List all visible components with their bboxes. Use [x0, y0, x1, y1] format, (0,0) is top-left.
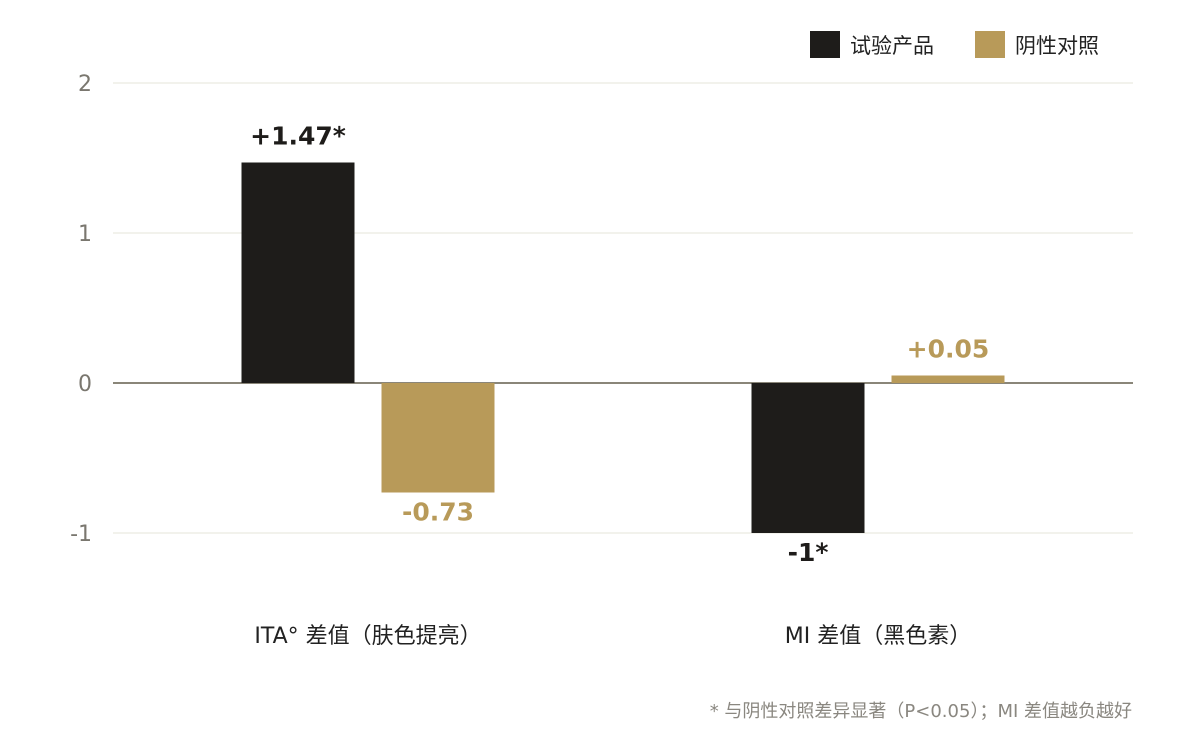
legend-swatch-series-2 [975, 31, 1005, 58]
bar-series-1-cat-2 [751, 383, 865, 533]
y-tick-label: 2 [78, 72, 92, 97]
legend-label-series-2: 阴性对照 [1015, 34, 1099, 58]
legend: 试验产品 阴性对照 [810, 31, 1099, 58]
data-label-series-2-cat-1: -0.73 [402, 498, 474, 527]
y-tick-label: 1 [78, 222, 92, 247]
bar-series-2-cat-2 [891, 375, 1005, 383]
footnote: * 与阴性对照差异显著（P<0.05）；MI 差值越负越好 [710, 701, 1132, 722]
grid-layer: 2 1 0 -1 [70, 72, 1133, 547]
legend-swatch-series-1 [810, 31, 840, 58]
category-label: ITA° 差值（肤色提亮） [254, 624, 481, 649]
labels-layer: +1.47* -0.73 ITA° 差值（肤色提亮） -1* +0.05 MI 差值（黑色… [250, 122, 989, 650]
y-tick-label: -1 [70, 522, 92, 547]
data-label-series-2-cat-2: +0.05 [907, 335, 990, 364]
y-tick-label: 0 [78, 372, 92, 397]
category-label: MI 差值（黑色素） [785, 624, 971, 649]
bars-layer [241, 162, 1005, 533]
data-label-series-1-cat-2: -1* [788, 538, 829, 567]
data-label-series-1-cat-1: +1.47* [250, 122, 346, 151]
bar-series-1-cat-1 [241, 162, 355, 383]
legend-label-series-1: 试验产品 [850, 34, 934, 58]
bar-series-2-cat-1 [381, 383, 495, 493]
